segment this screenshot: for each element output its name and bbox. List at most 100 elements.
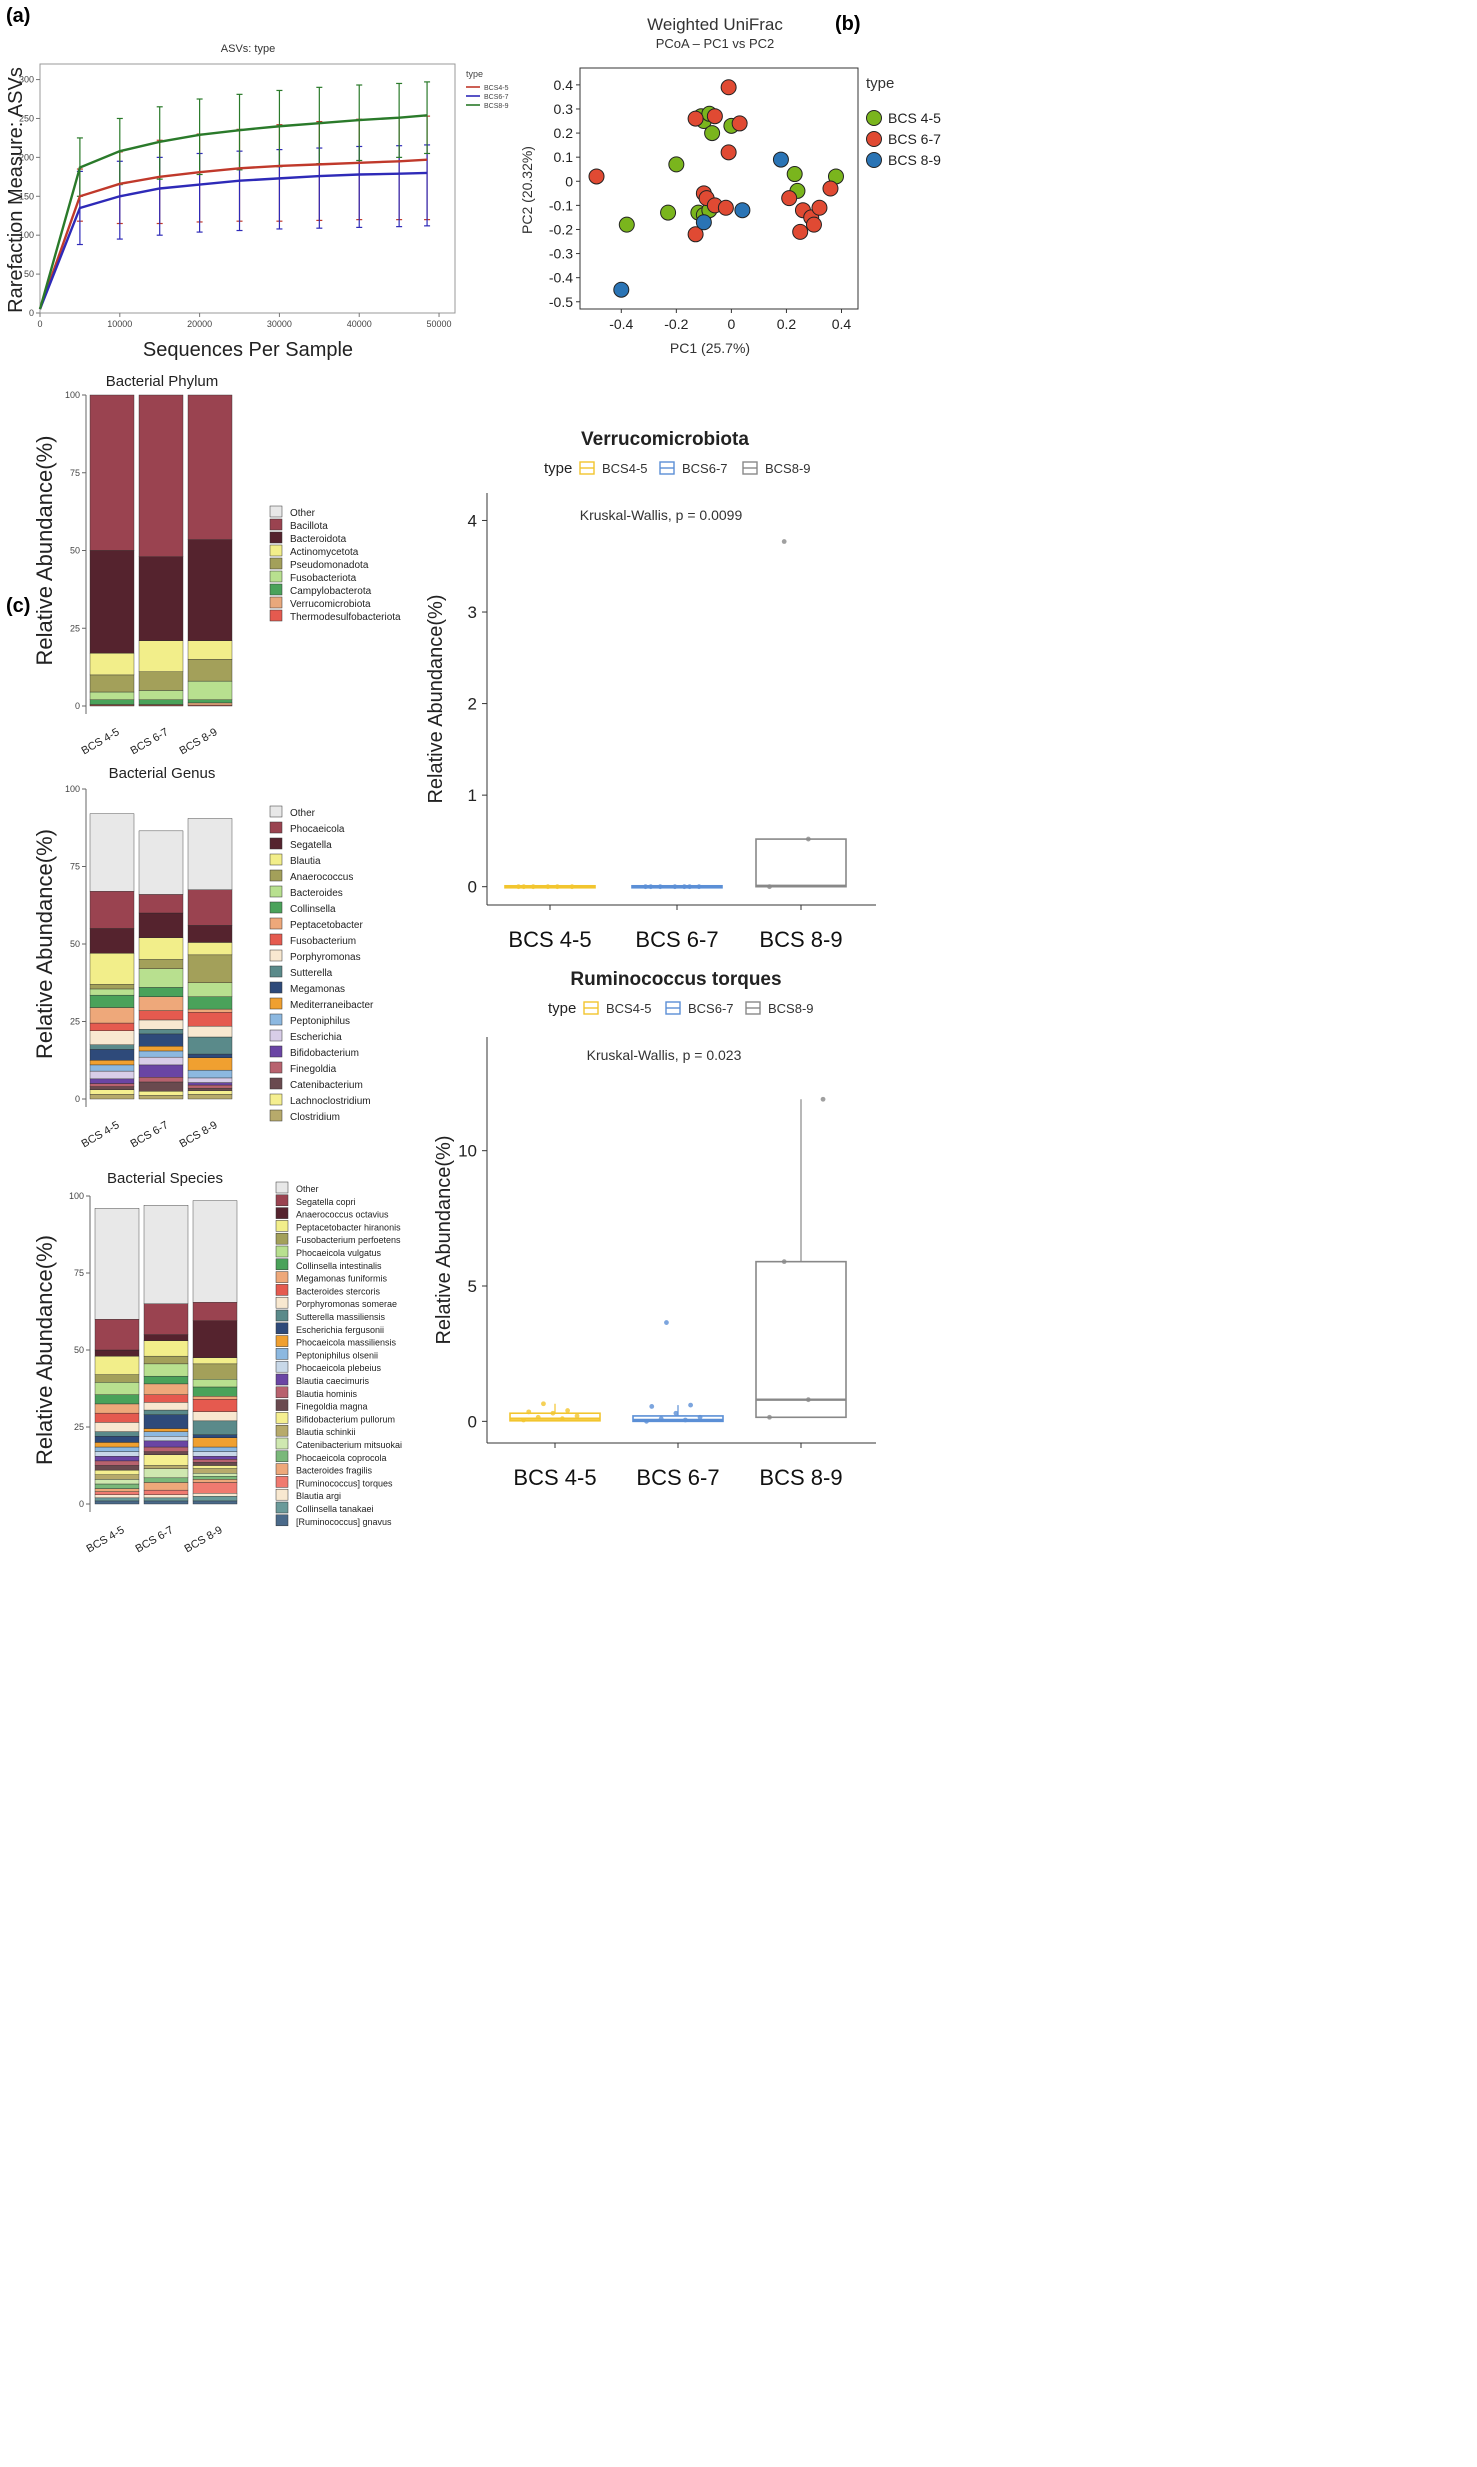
legend-label: BCS6-7	[682, 461, 728, 476]
legend-swatch	[275, 1412, 289, 1424]
legend-swatch	[269, 570, 283, 583]
point-BCS-6-7	[720, 144, 737, 161]
data-point	[664, 1320, 669, 1325]
y-tick-label: 10	[458, 1142, 477, 1161]
legend-swatch	[269, 1061, 283, 1074]
data-point	[644, 1418, 649, 1424]
legend-swatch	[269, 1029, 283, 1042]
bar-segment-bacteroides-stercoris	[143, 1394, 189, 1403]
legend-label: Peptoniphilus olsenii	[296, 1350, 378, 1360]
legend-swatch	[269, 544, 283, 557]
legend-label: Megamonas funiformis	[296, 1274, 388, 1284]
box-iqr	[632, 1415, 724, 1423]
point-BCS-8-9	[734, 202, 751, 219]
genus-stacked-bar-chart: Bacterial Genus Relative Abundance(%) 0 25 5…	[32, 765, 374, 1150]
y-tick-label: 0	[75, 1094, 80, 1104]
legend-swatch	[275, 1373, 289, 1386]
verruco-kruskal-wallis-annotation: Kruskal-Wallis, p = 0.0099	[580, 507, 743, 523]
bar-segment-collinsella-tanakaei	[192, 1496, 238, 1502]
point-BCS-6-7	[805, 216, 822, 233]
bar-segment-bifidobacterium-pullorum	[94, 1469, 140, 1475]
bar-segment-pseudomonadota	[138, 671, 184, 691]
bar-segment-other	[138, 830, 184, 895]
bar-segment-blautia-schinkii	[94, 1474, 140, 1480]
bar-segment-pseudomonadota	[187, 659, 233, 682]
bar-segment-escherichia-fergusonii	[143, 1414, 189, 1429]
panel-label-b: (b)	[835, 13, 861, 35]
bar-segment-phocaeicola-plebeius	[192, 1451, 238, 1457]
bar-segment-fusobacterium-perfoetens	[192, 1363, 238, 1380]
box-iqr	[755, 1260, 847, 1419]
bar-segment-fusobacterium	[89, 1022, 135, 1031]
panel-label-c: (c)	[6, 595, 30, 617]
bar-segment-phocaeicola	[89, 891, 135, 929]
legend-swatch	[275, 1181, 289, 1194]
y-tick-label: 25	[74, 1422, 84, 1432]
legend-swatch	[269, 917, 283, 930]
bar-segment-megamonas	[187, 1053, 233, 1058]
data-point	[521, 1417, 526, 1423]
legend-label: Peptacetobacter hiranonis	[296, 1222, 401, 1232]
rumino-kruskal-wallis-annotation: Kruskal-Wallis, p = 0.023	[587, 1047, 742, 1063]
bar-segment-anaerococcus-octavius	[94, 1349, 140, 1357]
data-point	[643, 884, 648, 890]
y-tick-label: 5	[468, 1277, 477, 1296]
category-label: BCS 4-5	[84, 1524, 126, 1555]
bar-segment-sutterella-massiliensis	[143, 1409, 189, 1415]
bar-segment-peptoniphilus	[187, 1069, 233, 1079]
legend-label: Sutterella	[290, 968, 333, 979]
y-tick-label: 3	[468, 603, 477, 622]
genus-y-axis-title: Relative Abundance(%)	[32, 829, 57, 1059]
bar-segment-megamonas	[138, 1033, 184, 1047]
x-tick-label: 40000	[347, 319, 372, 329]
bar-segment-verrucomicrobiota	[187, 702, 233, 706]
legend-label: BCS8-9	[484, 103, 509, 110]
species-stacked-bar-chart: Bacterial Species Relative Abundance(%) 0 2…	[32, 1170, 402, 1555]
bar-segment-actinomycetota	[187, 640, 233, 660]
bar-segment-blautia-argi	[192, 1493, 238, 1497]
bar-segment-peptacetobacter	[138, 996, 184, 1011]
bar-segment-phocaeicola-coprocola	[143, 1477, 189, 1483]
bar-segment-phocaeicola-vulgatus	[94, 1382, 140, 1395]
y-tick-label: 50	[74, 1345, 84, 1355]
bar-segment-fusobacteriota	[187, 680, 233, 700]
point-BCS-8-9	[772, 151, 789, 168]
data-point	[687, 884, 692, 890]
rarefaction-y-axis-title: Rarefaction Measure: ASVs	[5, 67, 27, 313]
point-BCS-4-5	[704, 125, 721, 142]
bar-segment-other	[187, 818, 233, 890]
bar-segment-segatella	[89, 928, 135, 954]
legend-swatch	[275, 1194, 289, 1207]
bar-segment-mediterraneibacter	[187, 1057, 233, 1071]
legend-swatch	[275, 1386, 289, 1399]
legend-label: Collinsella intestinalis	[296, 1261, 382, 1271]
bar-segment-finegoldia-magna	[192, 1462, 238, 1466]
data-point	[681, 884, 687, 890]
bar-segment-phocaeicola-vulgatus	[143, 1363, 189, 1377]
legend-swatch	[269, 505, 283, 518]
x-tick-label: 10000	[107, 319, 132, 329]
y-tick-label: -0.3	[549, 246, 573, 262]
y-tick-label: 0	[75, 701, 80, 711]
legend-swatch	[275, 1463, 289, 1475]
legend-swatch	[275, 1207, 289, 1219]
bar-segment-bacteroides	[138, 968, 184, 988]
bar-segment-anaerococcus-octavius	[143, 1334, 189, 1341]
y-tick-label: 75	[74, 1268, 84, 1278]
phylum-stacked-bar-chart: Bacterial Phylum Relative Abundance(%) 0 25…	[32, 373, 401, 757]
y-tick-label: -0.4	[549, 270, 573, 286]
panel-label-a: (a)	[6, 5, 30, 27]
data-point	[569, 884, 575, 890]
data-point	[649, 1404, 655, 1409]
bar-segment-bacteroides-fragilis	[143, 1482, 189, 1491]
category-label: BCS 6-7	[636, 1465, 719, 1490]
point-BCS-8-9	[695, 214, 712, 231]
bar-segment-bifidobacterium	[89, 1078, 135, 1084]
legend-label: Blautia hominis	[296, 1389, 358, 1399]
legend-swatch	[269, 596, 283, 609]
bar-segment-other	[94, 1208, 140, 1320]
bar-segment-blautia-hominis	[94, 1460, 140, 1466]
bar-segment-anaerococcus-octavius	[192, 1320, 238, 1358]
bar-segment-segatella-copri	[143, 1303, 189, 1335]
